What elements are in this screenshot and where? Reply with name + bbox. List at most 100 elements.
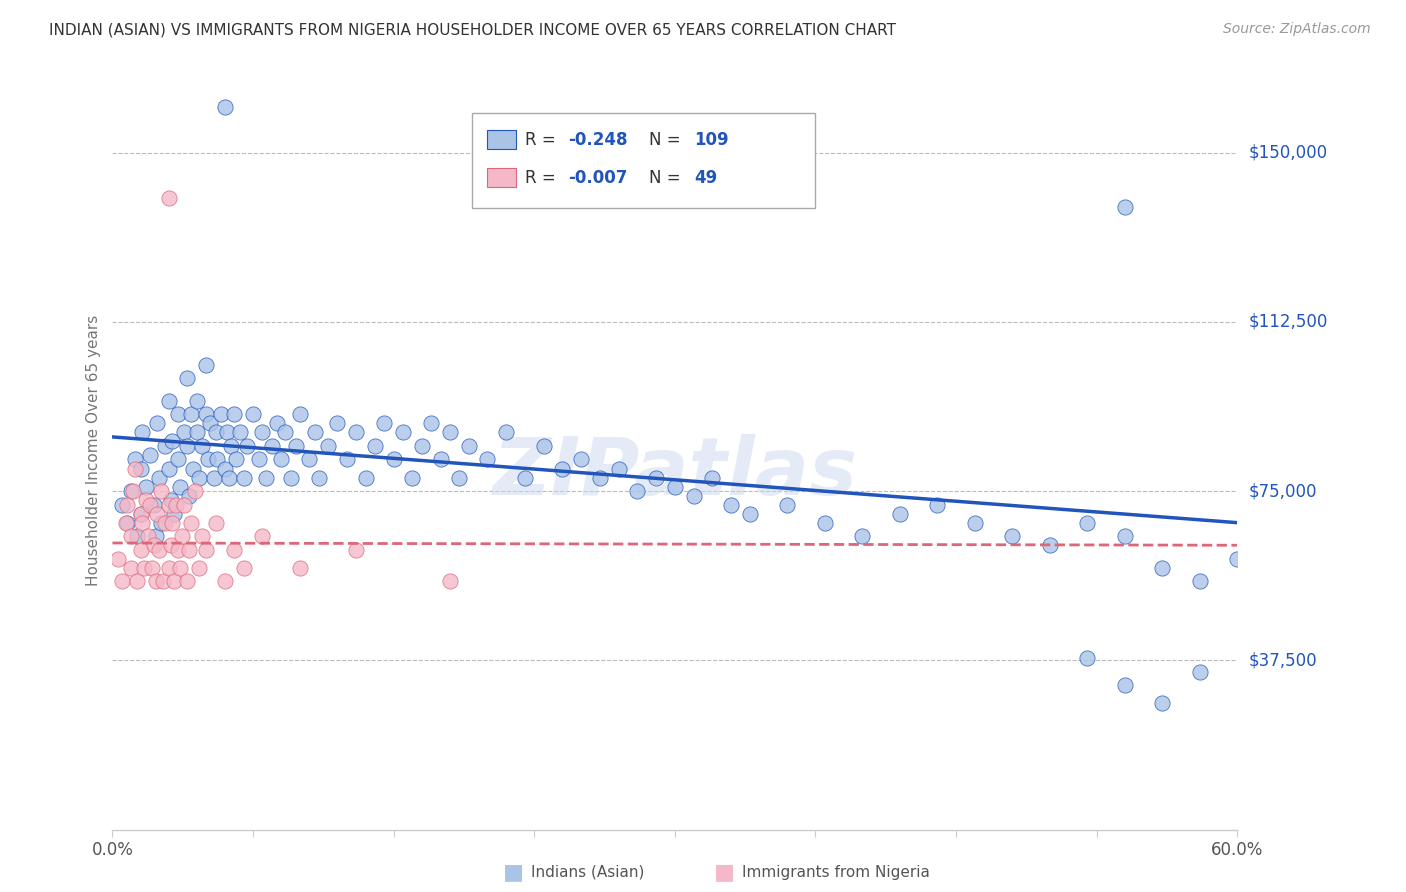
Point: [146, 507, 169, 521]
Point: [150, 516, 173, 530]
Point: [146, 417, 169, 431]
Point: [254, 470, 277, 484]
Point: [120, 529, 142, 543]
Point: [851, 529, 873, 543]
Point: [181, 461, 204, 475]
Point: [186, 393, 208, 408]
Point: [889, 507, 911, 521]
Point: [198, 417, 221, 431]
Text: $37,500: $37,500: [1249, 651, 1317, 669]
Point: [260, 439, 283, 453]
Point: [420, 417, 443, 431]
Point: [308, 470, 330, 484]
Point: [114, 516, 136, 530]
Text: INDIAN (ASIAN) VS IMMIGRANTS FROM NIGERIA HOUSEHOLDER INCOME OVER 65 YEARS CORRE: INDIAN (ASIAN) VS IMMIGRANTS FROM NIGERI…: [49, 22, 896, 37]
Point: [131, 516, 153, 530]
Point: [776, 498, 799, 512]
Point: [1039, 538, 1062, 552]
Point: [229, 425, 252, 440]
Point: [197, 452, 219, 467]
Point: [125, 574, 148, 589]
Point: [645, 470, 668, 484]
Point: [139, 498, 162, 512]
Point: [167, 452, 190, 467]
Point: [274, 425, 297, 440]
FancyBboxPatch shape: [472, 113, 815, 208]
Text: N =: N =: [650, 169, 686, 186]
Point: [179, 489, 201, 503]
Point: [135, 493, 157, 508]
Point: [1226, 551, 1249, 566]
Point: [157, 498, 180, 512]
Point: [1114, 200, 1136, 214]
Y-axis label: Householder Income Over 65 years: Householder Income Over 65 years: [86, 315, 101, 586]
Point: [157, 191, 180, 205]
Text: R =: R =: [526, 169, 561, 186]
Point: [252, 425, 274, 440]
Point: [162, 516, 184, 530]
Point: [252, 529, 274, 543]
Point: [173, 498, 195, 512]
Point: [280, 470, 302, 484]
Point: [184, 484, 207, 499]
Point: [316, 439, 339, 453]
Point: [129, 542, 152, 557]
Point: [266, 417, 288, 431]
Point: [392, 425, 415, 440]
Point: [209, 408, 232, 422]
Point: [145, 574, 167, 589]
Text: 109: 109: [695, 130, 728, 149]
Point: [814, 516, 837, 530]
Point: [163, 574, 186, 589]
Point: [288, 408, 311, 422]
Point: [607, 461, 630, 475]
Point: [1076, 516, 1098, 530]
Point: [354, 470, 377, 484]
Text: $150,000: $150,000: [1249, 144, 1327, 161]
Point: [1001, 529, 1024, 543]
Text: Indians (Asian): Indians (Asian): [531, 865, 645, 880]
Point: [142, 498, 165, 512]
Point: [1076, 651, 1098, 665]
Point: [207, 452, 229, 467]
Point: [176, 439, 198, 453]
Point: [195, 408, 218, 422]
Point: [111, 574, 134, 589]
Point: [457, 439, 479, 453]
Point: [664, 479, 686, 493]
Text: N =: N =: [650, 130, 686, 149]
Point: [131, 425, 153, 440]
Point: [163, 507, 186, 521]
Point: [411, 439, 433, 453]
Point: [364, 439, 387, 453]
Point: [326, 417, 349, 431]
Point: [169, 479, 191, 493]
Point: [247, 452, 270, 467]
Point: [344, 542, 367, 557]
Point: [195, 542, 218, 557]
Point: [111, 498, 134, 512]
Point: [120, 484, 142, 499]
Point: [288, 561, 311, 575]
Point: [224, 542, 246, 557]
Point: [187, 561, 209, 575]
Point: [135, 479, 157, 493]
Point: [439, 574, 461, 589]
Point: [145, 529, 167, 543]
Point: [204, 425, 226, 440]
Point: [157, 393, 180, 408]
Point: [159, 538, 181, 552]
Text: 49: 49: [695, 169, 717, 186]
Point: [176, 371, 198, 385]
Text: Immigrants from Nigeria: Immigrants from Nigeria: [742, 865, 931, 880]
Point: [136, 529, 159, 543]
Point: [153, 439, 176, 453]
Point: [148, 470, 170, 484]
Point: [117, 516, 139, 530]
Point: [533, 439, 555, 453]
Point: [304, 425, 326, 440]
Point: [120, 561, 142, 575]
Point: [186, 425, 208, 440]
Point: [150, 484, 173, 499]
Point: [173, 425, 195, 440]
